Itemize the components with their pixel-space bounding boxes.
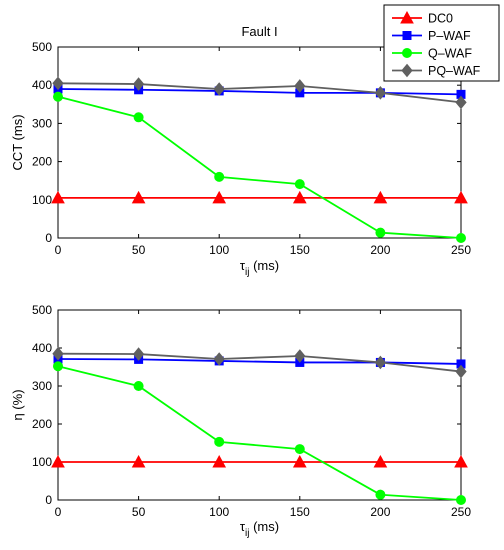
series-line <box>57 365 462 501</box>
data-point <box>52 76 64 91</box>
legend-marker <box>402 31 412 40</box>
data-point <box>133 381 144 391</box>
y-axis-label: CCT (ms) <box>10 114 25 170</box>
y-tick-label: 500 <box>32 303 52 317</box>
y-tick-label: 0 <box>45 231 52 245</box>
series-pqwaf <box>52 346 467 379</box>
data-point <box>131 454 146 468</box>
series-line <box>57 88 462 96</box>
data-point <box>131 190 146 204</box>
x-tick-label: 100 <box>209 243 229 257</box>
x-tick-label: 0 <box>55 505 62 519</box>
x-tick-label: 50 <box>132 505 146 519</box>
data-point <box>292 454 307 468</box>
y-tick-label: 100 <box>32 193 52 207</box>
plot-area-frame <box>57 309 462 501</box>
data-point <box>294 179 305 190</box>
chart-2: 0 50 100 150 200 250 0 100 200 300 400 500 τij (ms) η… <box>10 303 471 539</box>
legend-label: P–WAF <box>428 29 471 43</box>
data-point <box>52 346 64 361</box>
y-tick-label: 500 <box>32 40 52 54</box>
legend-label: PQ–WAF <box>428 64 481 78</box>
data-point <box>132 347 145 361</box>
data-point <box>53 91 63 102</box>
y-tick-label: 200 <box>32 155 52 169</box>
y-tick-label: 300 <box>32 379 52 393</box>
data-point <box>294 444 305 455</box>
data-point <box>214 171 225 182</box>
x-axis-label: τij (ms) <box>240 519 279 539</box>
series-dc0 <box>51 454 468 468</box>
data-point <box>292 190 307 204</box>
series-qwaf <box>53 361 466 505</box>
x-tick-label: 200 <box>370 505 390 519</box>
series-line <box>57 358 462 365</box>
y-tick-label: 400 <box>32 78 52 92</box>
data-point <box>374 355 387 370</box>
series-line <box>57 82 462 104</box>
legend-marker <box>401 63 413 78</box>
x-tick-label: 150 <box>290 505 310 519</box>
x-tick-label: 50 <box>132 243 146 257</box>
data-point <box>133 112 144 123</box>
data-point <box>294 349 306 363</box>
series-dc0 <box>51 190 468 204</box>
data-point <box>53 361 63 372</box>
legend-marker <box>400 10 414 24</box>
legend-label: DC0 <box>428 12 453 26</box>
x-tick-label: 0 <box>55 243 62 257</box>
data-point <box>456 495 466 505</box>
data-point <box>454 190 468 204</box>
series-pqwaf <box>52 76 467 110</box>
legend-label: Q–WAF <box>428 47 472 61</box>
data-point <box>213 352 225 366</box>
series-line <box>57 95 462 239</box>
data-point <box>373 454 388 468</box>
x-axis-label: τij (ms) <box>240 258 279 278</box>
data-point <box>456 233 466 243</box>
series-qwaf <box>53 91 466 243</box>
data-point <box>51 454 65 468</box>
y-axis-label: η (%) <box>10 389 25 420</box>
x-tick-label: 100 <box>209 505 229 519</box>
x-tick-label: 250 <box>451 243 471 257</box>
data-point <box>51 190 65 204</box>
y-tick-label: 200 <box>32 417 52 431</box>
data-point <box>373 190 388 204</box>
data-point <box>375 489 386 500</box>
y-tick-label: 0 <box>45 493 52 507</box>
data-point <box>455 95 467 110</box>
plot-area-frame <box>57 46 462 239</box>
data-point <box>212 190 227 204</box>
data-point <box>213 82 225 96</box>
chart-1: 0 50 100 150 200 250 0 100 200 300 400 500 Fault I τi… <box>10 4 500 278</box>
data-point <box>454 454 468 468</box>
data-point <box>212 454 227 468</box>
x-tick-label: 200 <box>370 243 390 257</box>
chart-title: Fault I <box>241 24 277 39</box>
data-point <box>294 79 306 93</box>
legend: DC0 P–WAF Q–WAF PQ–WAF <box>383 4 500 82</box>
data-point <box>375 227 386 238</box>
y-tick-label: 300 <box>32 116 52 130</box>
x-tick-label: 250 <box>451 505 471 519</box>
data-point <box>455 364 467 379</box>
data-point <box>374 86 387 100</box>
data-point <box>132 77 145 91</box>
x-tick-label: 150 <box>290 243 310 257</box>
data-point <box>214 436 225 447</box>
y-tick-label: 400 <box>32 341 52 355</box>
y-tick-label: 100 <box>32 455 52 469</box>
legend-marker <box>402 48 412 58</box>
series-line <box>57 352 462 373</box>
